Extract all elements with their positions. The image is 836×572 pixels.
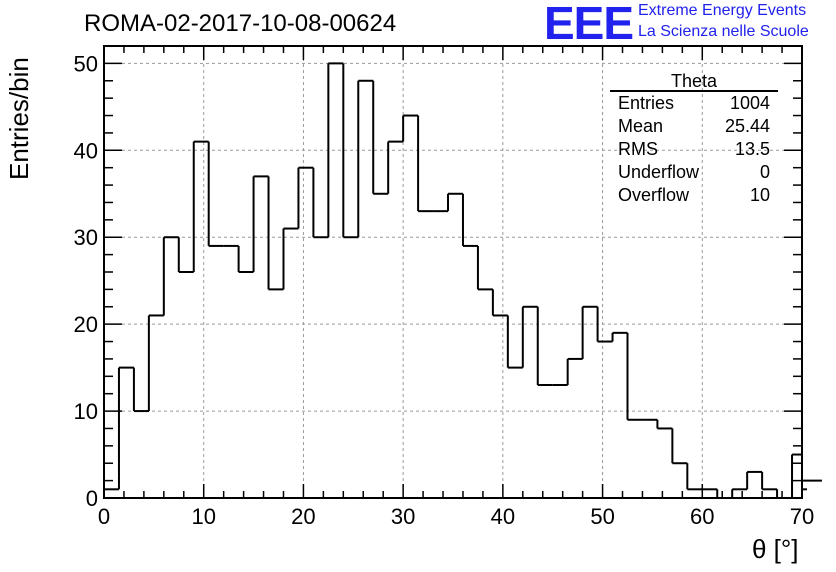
- stats-value: 13.5: [734, 139, 770, 159]
- logo-line-2: La Scienza nelle Scuole: [638, 23, 809, 40]
- stats-row: Entries 1004: [610, 92, 778, 115]
- x-tick-label: 40: [491, 504, 515, 529]
- stats-value: 25.44: [724, 116, 770, 136]
- chart-title: ROMA-02-2017-10-08-00624: [84, 10, 397, 37]
- x-tick-label: 10: [191, 504, 215, 529]
- y-tick-label: 20: [74, 312, 98, 337]
- stats-value: 1004: [729, 93, 770, 113]
- x-tick-label: 70: [790, 504, 814, 529]
- logo-line-1: Extreme Energy Events: [638, 2, 807, 19]
- tick-labels: 0 10 20 30 40 50 60 70 0 10 20 30 40 50: [74, 51, 815, 529]
- y-tick-label: 30: [74, 225, 98, 250]
- y-tick-label: 40: [74, 138, 98, 163]
- x-tick-label: 50: [590, 504, 614, 529]
- eee-logo: EEE: [544, 0, 634, 49]
- y-tick-label: 0: [86, 486, 98, 511]
- stats-label: Entries: [618, 93, 675, 113]
- stats-row: RMS 13.5: [610, 138, 778, 161]
- y-tick-label: 10: [74, 399, 98, 424]
- y-axis-label: Entries/bin: [4, 57, 34, 180]
- x-tick-label: 30: [391, 504, 415, 529]
- y-tick-label: 50: [74, 51, 98, 76]
- grid-lines: [104, 46, 802, 498]
- stats-value: 10: [749, 185, 770, 205]
- x-tick-label: 20: [291, 504, 315, 529]
- stats-label: Underflow: [618, 162, 700, 182]
- stats-row: Overflow 10: [610, 184, 778, 207]
- stats-label: Overflow: [618, 185, 690, 205]
- stats-row: Underflow 0: [610, 161, 778, 184]
- x-axis-label: θ [°]: [752, 534, 799, 564]
- stats-label: Mean: [618, 116, 664, 136]
- stats-row: Mean 25.44: [610, 115, 778, 138]
- stats-value: 0: [759, 162, 770, 182]
- stats-label: RMS: [618, 139, 658, 159]
- axis-ticks: [103, 45, 803, 499]
- stats-title: Theta: [610, 70, 778, 92]
- stats-box: Theta Entries 1004 Mean 25.44 RMS 13.5 U…: [610, 70, 778, 207]
- x-tick-label: 0: [98, 504, 110, 529]
- x-tick-label: 60: [690, 504, 714, 529]
